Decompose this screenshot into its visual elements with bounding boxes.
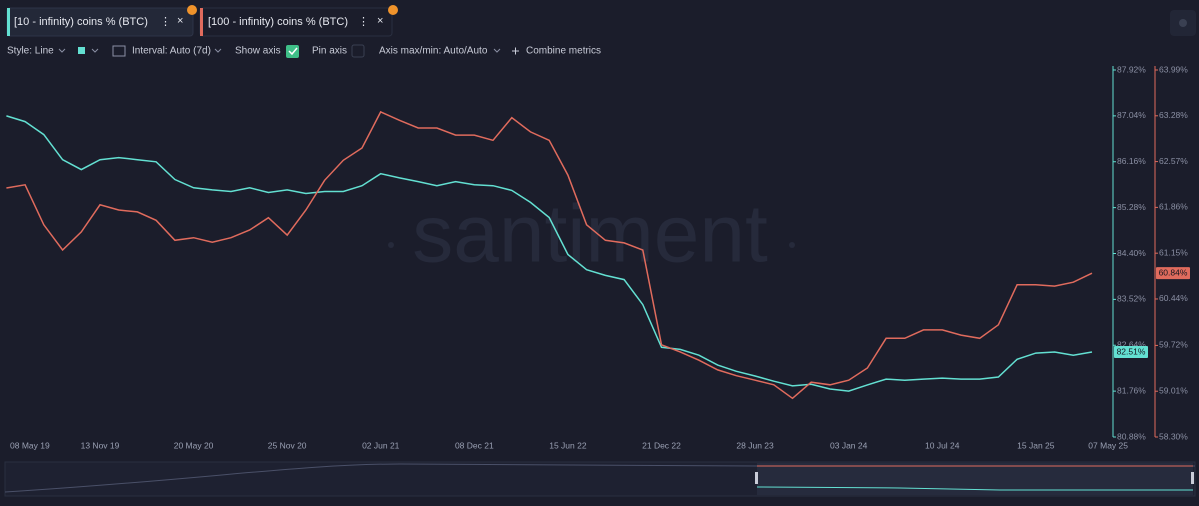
chevron [493,48,501,53]
x-tick-label: 03 Jan 24 [830,440,868,450]
x-tick-label: 13 Nov 19 [81,440,120,450]
y-tick-label: 84.40% [1117,248,1146,258]
y2-tick-label: 61.15% [1159,247,1188,257]
btc-badge [187,5,197,15]
axis-range-select[interactable]: Axis max/min: Auto/Auto [379,46,488,57]
chevron [58,48,66,53]
settings-icon [1179,19,1187,27]
show-axis-checkbox[interactable] [286,45,299,58]
style-select[interactable]: Style: Line [7,46,54,57]
navigator-handle[interactable] [755,472,758,484]
x-tick-label: 07 May 25 [1088,440,1128,450]
pin-axis-label: Pin axis [312,46,347,57]
watermark: santiment [412,189,768,280]
tab-close[interactable]: × [377,15,383,27]
x-tick-label: 10 Jul 24 [925,440,960,450]
y-tick-label: 83.52% [1117,294,1146,304]
y-tick-label: 86.16% [1117,156,1146,166]
watermark-dot [789,242,795,248]
color-picker[interactable] [78,47,85,54]
series-line [6,115,1093,392]
tab-label: [100 - infinity) coins % (BTC) [208,16,348,28]
last-value-badge [1114,346,1148,359]
y2-tick-label: 60.44% [1159,293,1188,303]
tab-menu[interactable]: ⋮ [358,16,369,28]
chevron [214,48,222,53]
interval-select[interactable]: Interval: Auto (7d) [132,46,211,57]
tab-menu[interactable]: ⋮ [160,16,171,28]
y-tick-label: 87.92% [1117,64,1146,74]
navigator-line [756,486,1193,491]
last-value-badge [1156,267,1190,280]
show-axis-label: Show axis [235,46,281,57]
y-tick-label: 85.28% [1117,202,1146,212]
y2-tick-label: 63.28% [1159,110,1188,120]
y2-tick-label: 61.86% [1159,202,1188,212]
last-value-label: 60.84% [1159,267,1188,277]
y-tick-label: 80.88% [1117,431,1146,441]
y-tick-label: 87.04% [1117,110,1146,120]
x-tick-label: 21 Dec 22 [642,440,681,450]
y2-tick-label: 62.57% [1159,156,1188,166]
y-tick-label: 82.64% [1117,340,1146,350]
plus-icon [512,47,519,55]
tab-label: [10 - infinity) coins % (BTC) [14,16,148,28]
y2-tick-label: 63.99% [1159,64,1188,74]
x-tick-label: 08 May 19 [10,440,50,450]
series-line [6,110,1093,400]
calendar-icon [112,45,126,57]
check [288,47,298,56]
x-tick-label: 15 Jun 22 [549,440,587,450]
x-tick-label: 08 Dec 21 [455,440,494,450]
x-tick-label: 20 May 20 [174,440,214,450]
chevron [91,48,99,53]
x-tick-label: 28 Jun 23 [736,440,774,450]
watermark-dot [388,242,394,248]
tab-color [200,8,203,36]
x-tick-label: 25 Nov 20 [268,440,307,450]
y2-tick-label: 59.01% [1159,385,1188,395]
x-tick-label: 02 Jun 21 [362,440,400,450]
tab-color [7,8,10,36]
x-tick-label: 15 Jan 25 [1017,440,1055,450]
combine-metrics[interactable]: Combine metrics [526,46,601,57]
y-tick-label: 81.76% [1117,385,1146,395]
y2-tick-label: 59.72% [1159,340,1188,350]
navigator-handle[interactable] [1191,472,1194,484]
last-value-label: 82.51% [1117,346,1146,356]
tab-close[interactable]: × [177,15,183,27]
btc-badge [388,5,398,15]
y2-tick-label: 58.30% [1159,431,1188,441]
pin-axis-checkbox[interactable] [351,44,365,58]
navigator-line [4,463,1195,493]
